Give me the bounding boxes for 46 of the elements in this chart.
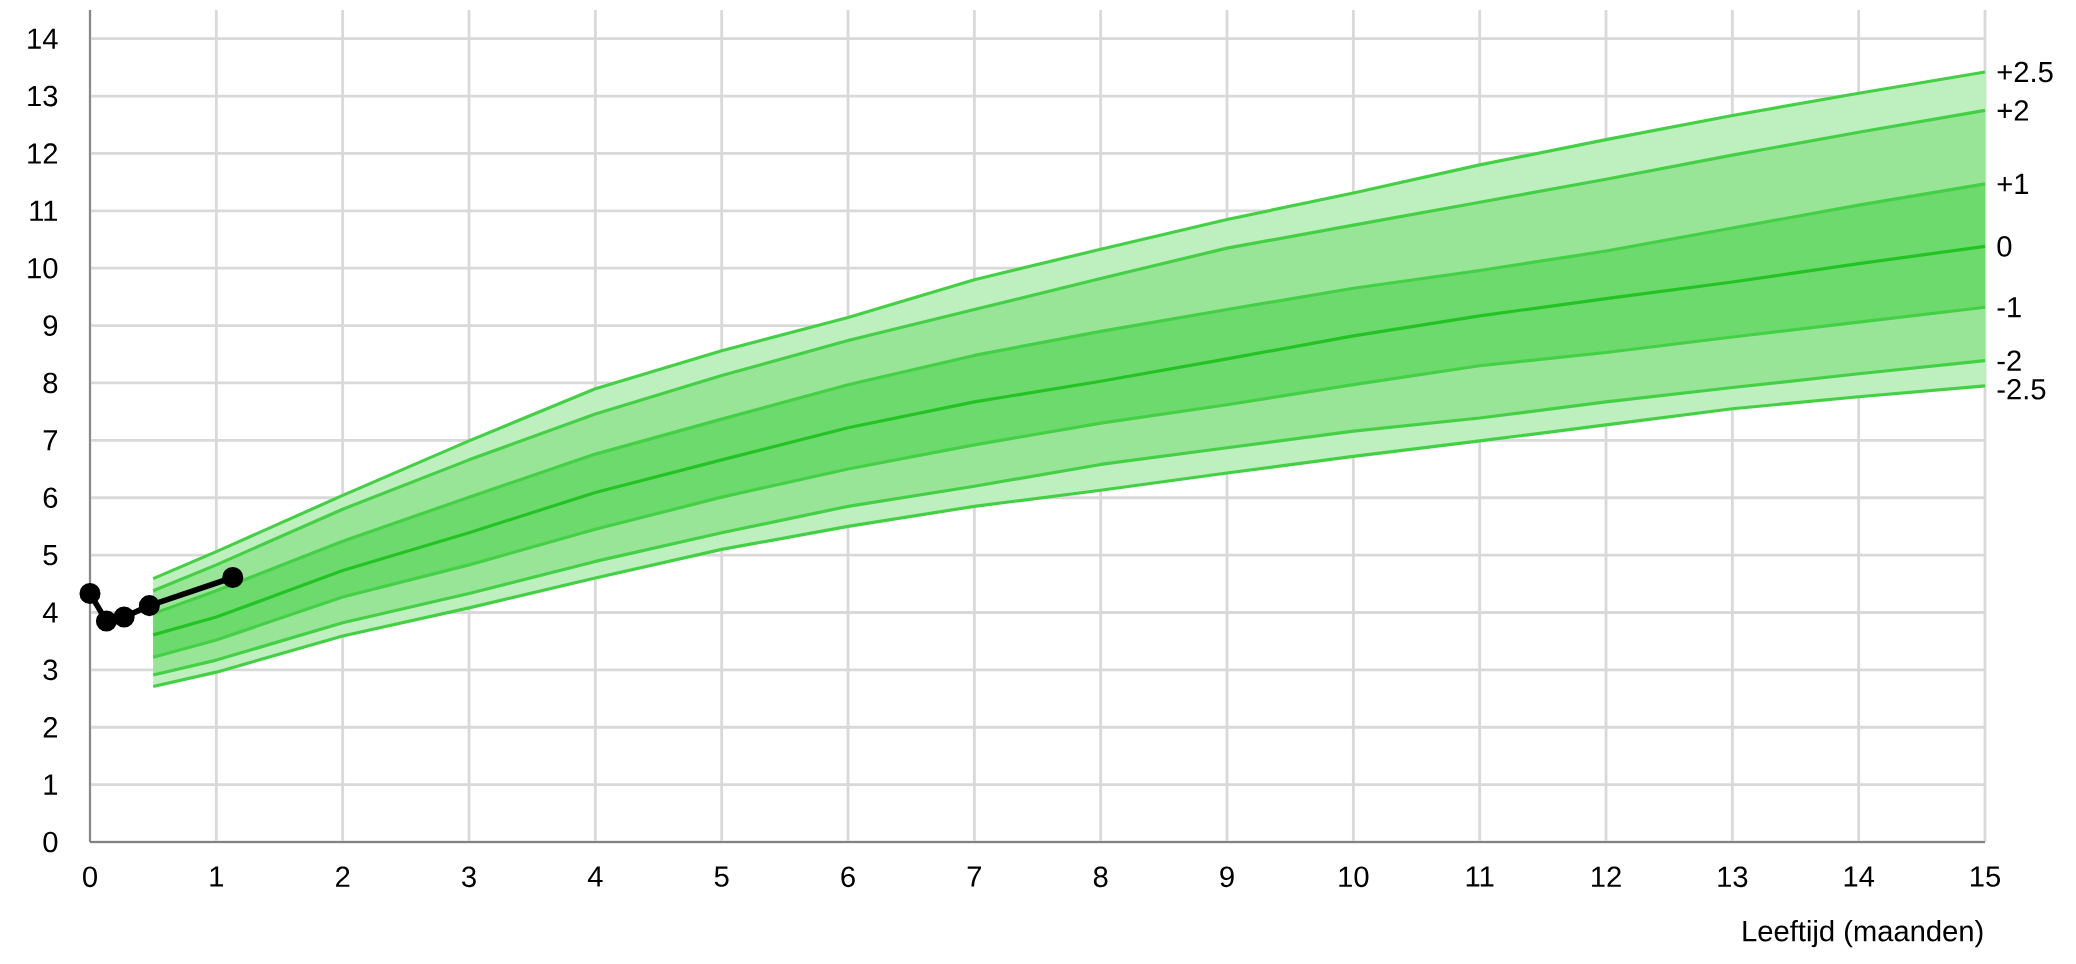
y-tick-label: 2 — [43, 717, 58, 738]
x-tick-label: 14 — [1844, 866, 1875, 887]
x-tick-label: 8 — [1093, 866, 1108, 888]
x-tick-label: 3 — [462, 866, 476, 888]
y-tick-label: 5 — [43, 544, 58, 566]
x-tick-label: 13 — [1718, 866, 1748, 888]
y-tick-label: 0 — [43, 831, 58, 853]
x-axis-title: Leeftijd (maanden) — [1743, 920, 1983, 948]
x-tick-label: 1 — [210, 866, 223, 887]
y-tick-label: 9 — [43, 315, 58, 336]
y-tick-label: 10 — [28, 257, 58, 279]
series-label: +2.5 — [1997, 61, 2053, 83]
point — [138, 595, 160, 617]
point — [222, 566, 244, 589]
y-tick-label: 14 — [28, 28, 58, 49]
y-tick-label: 13 — [28, 85, 58, 107]
line-series — [151, 244, 1987, 637]
series-label: +1 — [1997, 173, 2029, 194]
point — [113, 606, 135, 628]
x-tick-label: 12 — [1592, 866, 1621, 887]
y-tick-label: 8 — [43, 372, 58, 394]
x-tick-label: 4 — [587, 866, 603, 887]
y-tick-label: 12 — [28, 143, 58, 164]
y-tick-label: 3 — [43, 659, 58, 681]
x-tick-label: 9 — [1220, 866, 1234, 888]
x-tick-label: 2 — [336, 866, 350, 887]
series-label: -1 — [1997, 297, 2021, 318]
x-tick-label: 15 — [1971, 866, 2001, 887]
x-tick-label: 7 — [967, 866, 982, 887]
series-label: -2 — [1997, 350, 2021, 371]
series-label: -2.5 — [1997, 378, 2046, 400]
point — [79, 583, 101, 605]
y-tick-label: 7 — [43, 430, 58, 451]
x-tick-label: 0 — [83, 866, 97, 888]
series-label: +2 — [1997, 100, 2029, 121]
series-label: 0 — [1997, 236, 2012, 257]
y-tick-label: 6 — [43, 487, 58, 509]
point — [95, 610, 117, 632]
line-series — [151, 305, 1987, 659]
y-tick-label: 4 — [42, 602, 58, 623]
x-tick-label: 11 — [1466, 866, 1494, 887]
x-tick-label: 6 — [841, 866, 855, 888]
y-tick-label: 1 — [44, 774, 58, 795]
x-tick-label: 10 — [1339, 866, 1369, 888]
y-tick-label: 11 — [30, 200, 58, 221]
x-tick-label: 5 — [714, 866, 729, 887]
